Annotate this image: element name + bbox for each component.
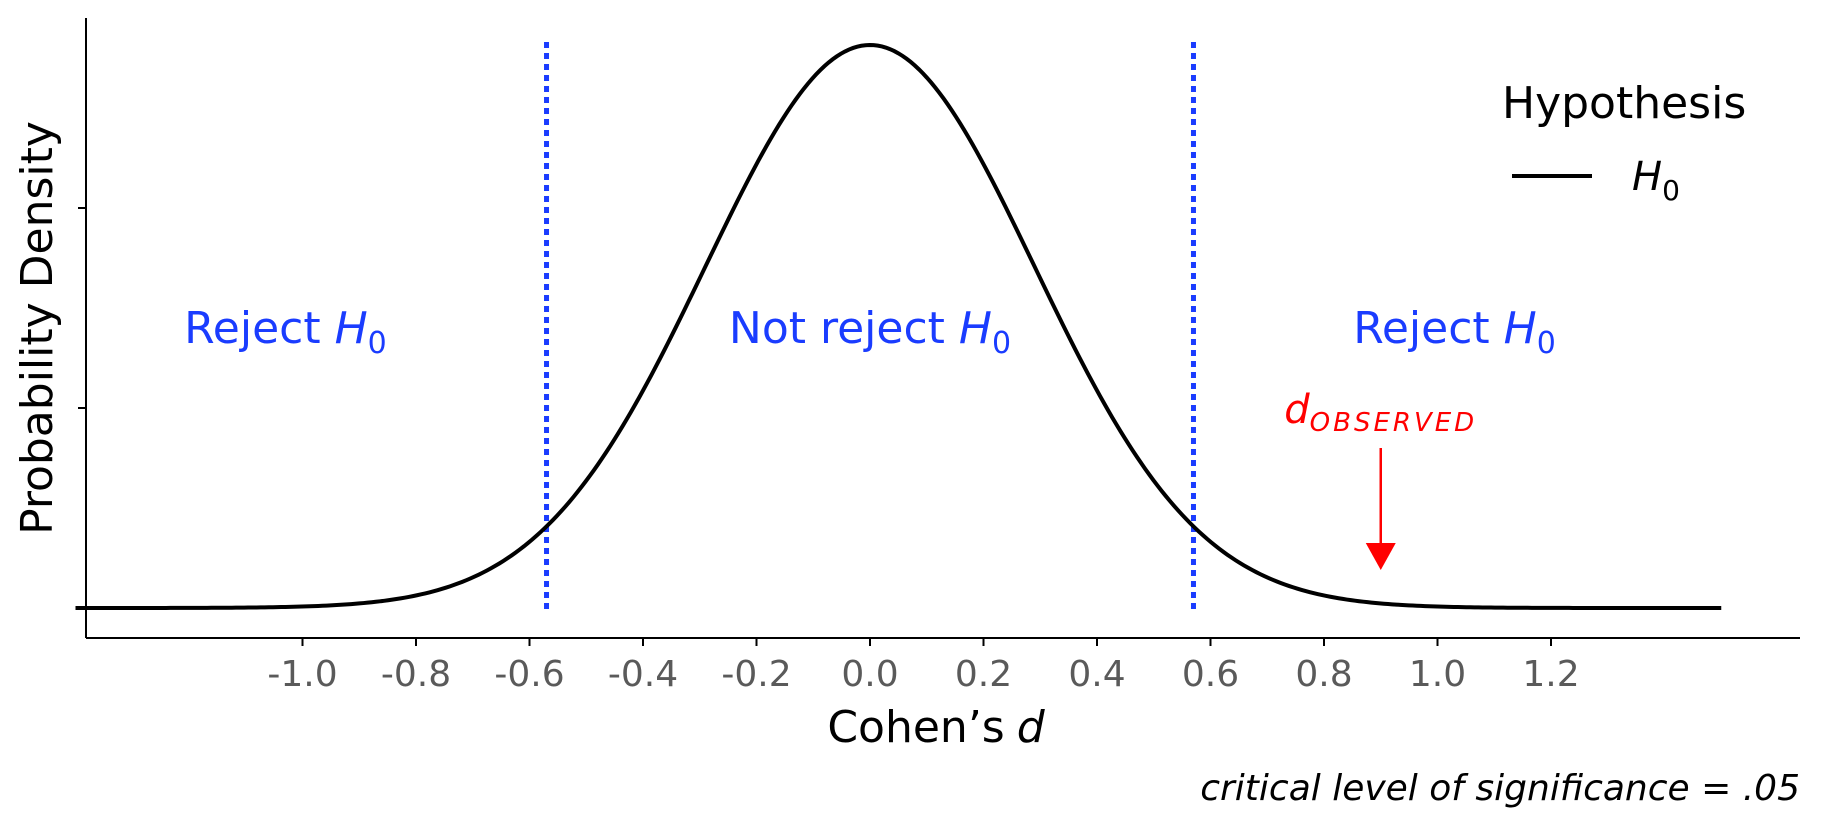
x-tick-label: 1.2 xyxy=(1522,654,1579,695)
axes: -1.0 -0.8 -0.6 -0.4 -0.2 0.0 0.2 0.4 0.6 0.8 1.0 1.… xyxy=(78,18,1800,695)
legend-label-var: H xyxy=(1632,154,1662,200)
region-label: Reject H0 xyxy=(184,303,387,361)
x-axis-title-text: Cohen’s xyxy=(827,702,1004,753)
region-labels: Reject H0 Not reject H0 Reject H0 xyxy=(184,303,1556,361)
observed-marker: dOBSERVED xyxy=(1284,387,1477,570)
x-tick-label: -0.6 xyxy=(494,654,564,695)
legend-title: Hypothesis xyxy=(1502,78,1746,129)
caption: critical level of significance = .05 xyxy=(1200,768,1800,809)
y-axis-title: Probability Density xyxy=(12,121,63,535)
x-tick-label: 1.0 xyxy=(1409,654,1466,695)
density-curve-h0 xyxy=(75,42,1722,610)
x-tick-label: 0.2 xyxy=(955,654,1012,695)
x-tick-label: -0.8 xyxy=(381,654,451,695)
x-axis-title: Cohen’s d xyxy=(827,702,1045,753)
observed-label: dOBSERVED xyxy=(1284,387,1477,438)
x-tick-label: 0.0 xyxy=(841,654,898,695)
x-tick-label: -0.4 xyxy=(608,654,678,695)
legend: Hypothesis H0 xyxy=(1502,78,1746,207)
x-ticks: -1.0 -0.8 -0.6 -0.4 -0.2 0.0 0.2 0.4 0.6 0.8 1.0 1.… xyxy=(267,638,1580,695)
critical-lines xyxy=(544,42,1196,610)
y-ticks xyxy=(78,207,86,609)
x-tick-label: -0.2 xyxy=(721,654,791,695)
observed-label-sub: OBSERVED xyxy=(1310,408,1478,438)
x-tick-label: -1.0 xyxy=(267,654,337,695)
region-label: Reject H0 xyxy=(1353,303,1556,361)
legend-label-sub: 0 xyxy=(1662,174,1680,207)
region-label: Not reject H0 xyxy=(729,303,1011,361)
x-tick-label: 0.8 xyxy=(1295,654,1352,695)
x-tick-label: 0.6 xyxy=(1182,654,1239,695)
observed-label-main: d xyxy=(1284,387,1310,433)
x-axis-title-var: d xyxy=(1017,702,1046,753)
x-tick-label: 0.4 xyxy=(1068,654,1125,695)
legend-label-h0: H0 xyxy=(1632,154,1680,207)
observed-arrow-head xyxy=(1365,543,1396,570)
